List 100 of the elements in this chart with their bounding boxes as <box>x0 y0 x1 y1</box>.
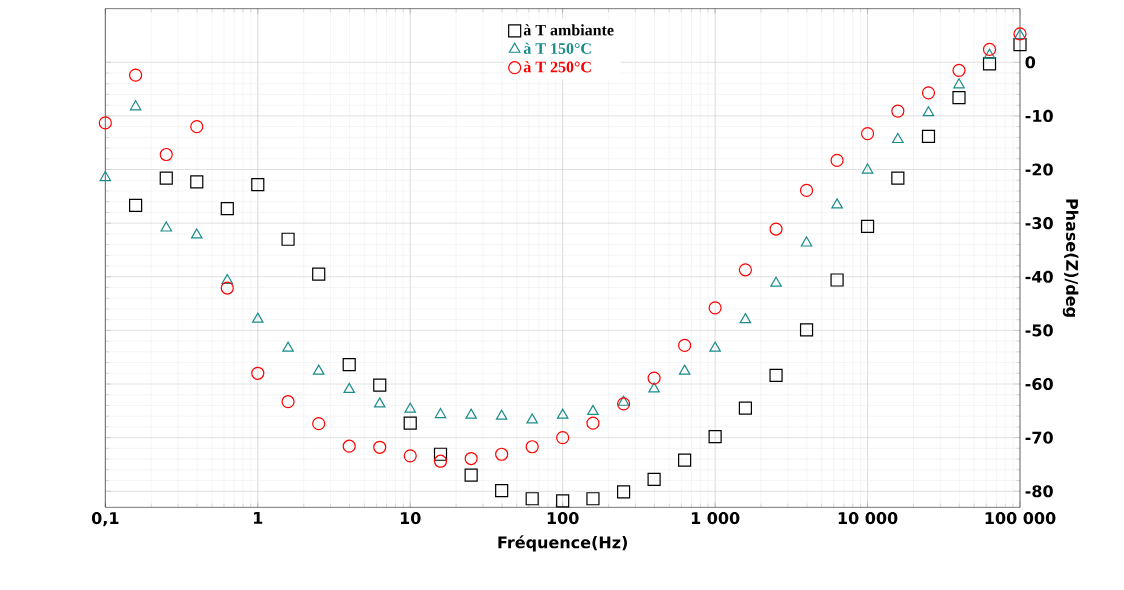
point <box>129 198 143 213</box>
point <box>433 454 448 468</box>
y-tick-label: 0 <box>1025 56 1036 69</box>
point <box>648 382 660 393</box>
point <box>282 341 294 352</box>
point <box>586 492 600 506</box>
point <box>738 263 752 277</box>
point <box>525 492 539 506</box>
point <box>647 472 661 487</box>
point <box>220 281 234 295</box>
point <box>587 404 599 415</box>
point <box>160 221 173 232</box>
point <box>373 378 387 392</box>
point <box>373 440 387 454</box>
point <box>739 313 752 324</box>
point <box>982 42 997 57</box>
x-tick-label: 100 000 <box>985 512 1056 525</box>
y-tick-label: -30 <box>1025 217 1053 230</box>
point <box>678 453 692 467</box>
point <box>464 451 478 466</box>
point <box>342 439 356 453</box>
point <box>983 48 996 59</box>
point <box>281 232 295 246</box>
y-tick-label: -10 <box>1025 109 1053 122</box>
point <box>403 416 417 430</box>
point <box>434 407 447 419</box>
point <box>617 397 631 411</box>
point <box>281 395 295 409</box>
legend-label: à T 150°C <box>523 42 591 54</box>
point <box>465 408 477 419</box>
x-tick-label: 0,1 <box>91 512 119 527</box>
y-tick-label: -40 <box>1025 270 1053 283</box>
point <box>799 323 814 337</box>
point <box>220 202 234 216</box>
x-tick-label: 1 000 <box>691 512 740 525</box>
point <box>953 78 965 89</box>
point <box>221 273 234 285</box>
y-tick-label: -50 <box>1025 324 1053 337</box>
point <box>373 397 386 408</box>
point <box>525 440 539 454</box>
point <box>891 104 905 118</box>
point <box>404 402 417 413</box>
point <box>982 57 997 71</box>
point <box>770 276 782 287</box>
point <box>251 366 265 380</box>
point <box>190 120 204 134</box>
point <box>922 106 935 117</box>
point <box>860 127 875 141</box>
point <box>769 368 783 383</box>
point <box>342 358 356 372</box>
legend-label: à T ambiante <box>523 24 614 36</box>
point <box>99 170 112 182</box>
point <box>921 86 936 100</box>
point <box>495 447 509 461</box>
point <box>830 153 844 168</box>
point <box>647 371 661 385</box>
y-tick-label: -20 <box>1025 163 1053 176</box>
point <box>769 222 783 236</box>
point <box>892 132 904 144</box>
point <box>921 129 936 143</box>
point <box>403 449 417 463</box>
point <box>190 228 203 239</box>
point <box>159 171 173 185</box>
point <box>678 364 691 375</box>
point <box>129 68 143 82</box>
point <box>251 177 265 192</box>
point <box>526 413 538 424</box>
point <box>861 163 874 174</box>
point <box>129 100 142 111</box>
point <box>98 116 112 130</box>
y-tick-label: -60 <box>1025 377 1053 391</box>
x-axis-title: Fréquence(Hz) <box>498 535 628 552</box>
y-tick-label: -80 <box>1025 485 1053 498</box>
point <box>952 63 966 77</box>
point <box>190 175 204 189</box>
point <box>495 409 508 420</box>
point <box>860 219 875 233</box>
point <box>556 408 569 419</box>
legend-label: à T 250°C <box>523 61 591 73</box>
point <box>312 417 326 431</box>
point <box>433 447 448 461</box>
point <box>738 401 752 415</box>
point <box>830 273 844 287</box>
point <box>708 429 722 444</box>
point <box>678 338 692 352</box>
x-tick-label: 1 <box>254 512 263 524</box>
point <box>799 183 814 198</box>
point <box>312 364 325 375</box>
point <box>556 431 570 445</box>
point <box>709 341 721 352</box>
point <box>891 171 905 185</box>
point <box>952 91 966 105</box>
point <box>343 382 356 393</box>
x-tick-label: 10 000 <box>838 512 898 525</box>
point <box>617 395 630 406</box>
point <box>617 485 631 499</box>
point <box>556 494 570 508</box>
point <box>831 198 843 209</box>
point <box>251 312 264 323</box>
x-tick-label: 100 <box>547 512 579 525</box>
